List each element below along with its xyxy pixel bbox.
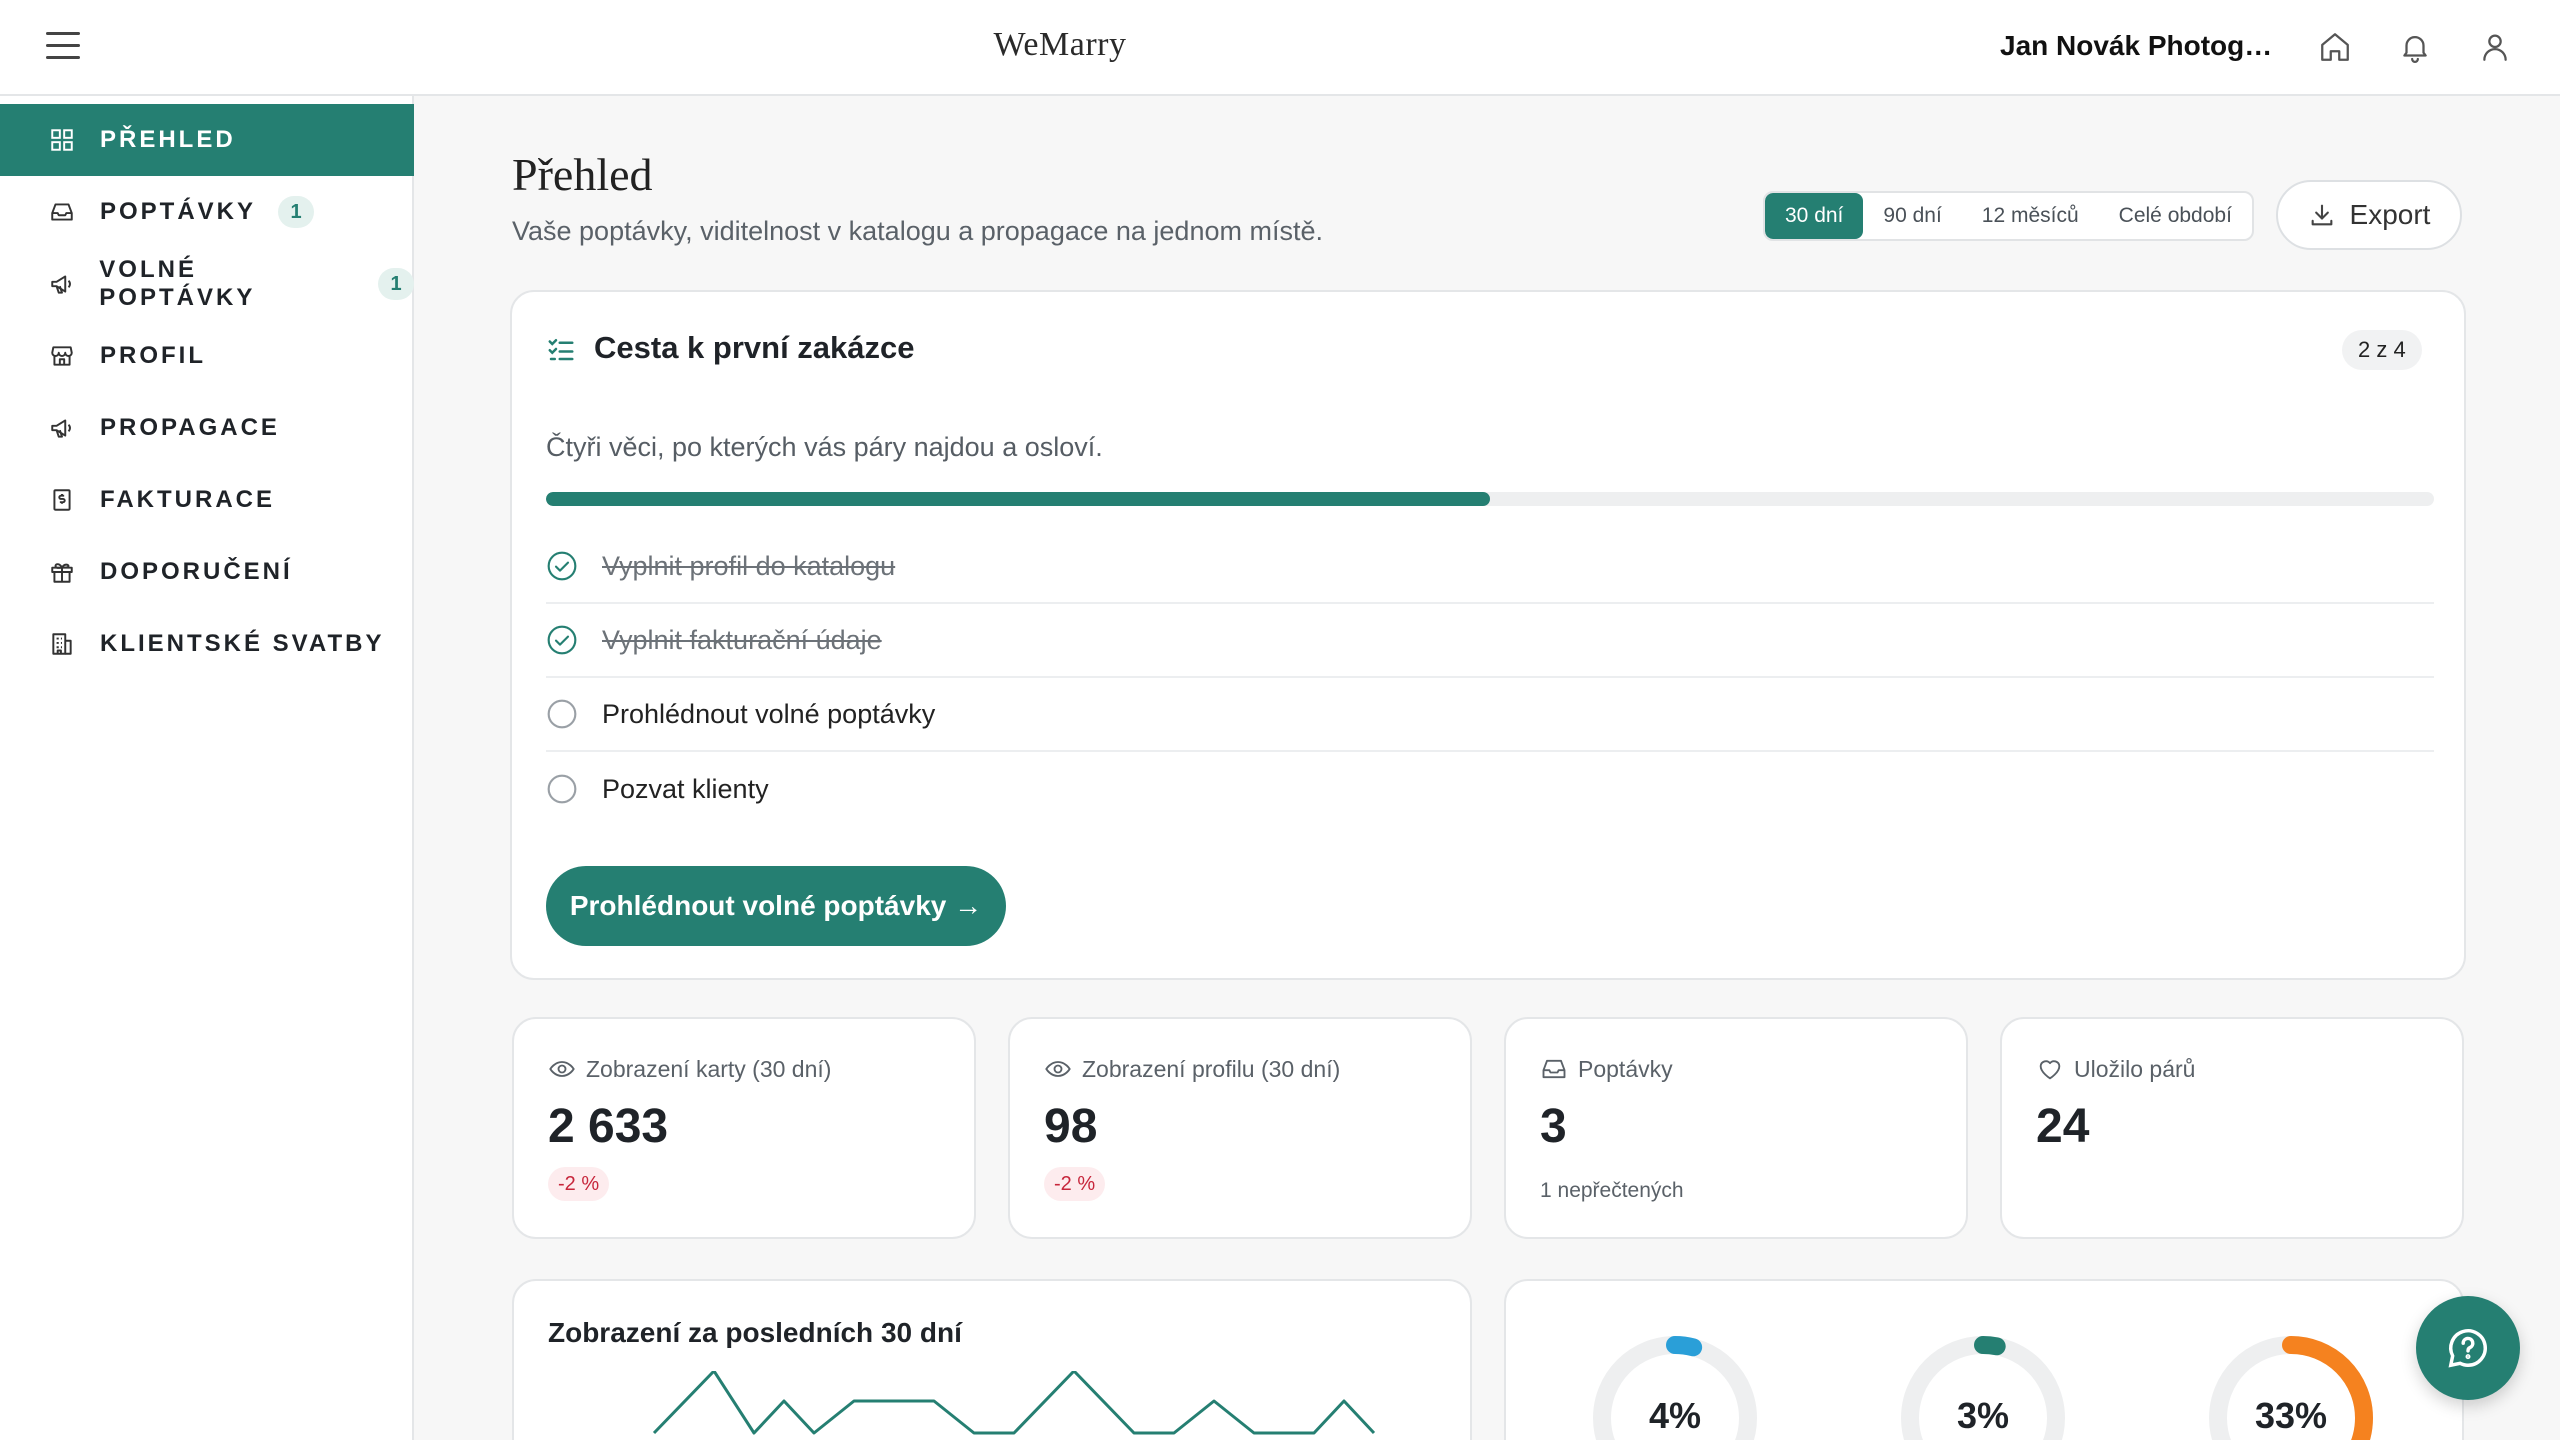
rate-donut: 4% [1590,1333,1760,1440]
stat-card-profile-views: Zobrazení profilu (30 dní) 98 -2 % [1008,1017,1472,1239]
grid-icon [48,126,76,154]
task-label: Vyplnit fakturační údaje [602,624,882,655]
task-label: Pozvat klienty [602,773,769,804]
progress-badge: 2 z 4 [2342,330,2422,370]
sidebar-item-label: VOLNÉ POPTÁVKY [99,256,256,311]
sidebar-item-propagace[interactable]: PROPAGACE [0,392,414,464]
inbox-icon [1542,1059,1566,1079]
sidebar-item-fakturace[interactable]: FAKTURACE [0,464,414,536]
heart-icon [2039,1060,2061,1080]
sidebar-item-label: KLIENTSKÉ SVATBY [100,630,385,657]
home-icon[interactable] [2318,30,2352,64]
progress-fill [546,492,1490,506]
sidebar-item-prehled[interactable]: PŘEHLED [0,104,414,176]
stat-card-card-views: Zobrazení karty (30 dní) 2 633 -2 % [512,1017,976,1239]
download-icon [2311,204,2332,226]
count-badge: 1 [278,196,315,228]
stat-card-requests: Poptávky 3 1 nepřečtených [1504,1017,1968,1239]
stat-value: 98 [1044,1100,1098,1153]
megaphone-icon [48,270,75,298]
rate-donut: 33% [2206,1333,2376,1440]
sidebar-item-profil[interactable]: PROFIL [0,320,414,392]
user-icon[interactable] [2478,30,2512,64]
period-12-months[interactable]: 12 měsíců [1981,204,2079,227]
stat-label: Uložilo párů [2074,1055,2196,1082]
check-circle-icon [547,625,577,655]
help-button[interactable] [2416,1296,2520,1400]
stat-label: Zobrazení profilu (30 dní) [1082,1055,1341,1082]
bell-icon[interactable] [2398,30,2432,64]
page-subtitle: Vaše poptávky, viditelnost v katalogu a … [512,216,1323,246]
stat-value: 3 [1540,1100,1567,1153]
onboarding-card: Cesta k první zakázce 2 z 4 Čtyři věci, … [510,290,2466,980]
period-90-days[interactable]: 90 dní [1883,204,1942,227]
sidebar-item-label: POPTÁVKY [100,198,257,225]
stat-delta-badge: -2 % [548,1167,610,1201]
stat-delta-badge: -2 % [1044,1167,1106,1201]
gift-icon [48,558,76,586]
stat-note: 1 nepřečtených [1540,1179,1684,1202]
rate-value: 3% [1956,1395,2010,1436]
building-icon [48,630,76,658]
views-series-line [652,1371,1376,1435]
period-selector: 30 dní 90 dní 12 měsíců Celé období [1763,191,2254,241]
task-label: Vyplnit profil do katalogu [602,550,896,581]
check-circle-icon [547,551,577,581]
menu-icon[interactable] [46,32,80,62]
onboarding-progress-bar [546,492,2434,506]
brand-logo[interactable]: WeMarry [993,26,1127,63]
task-item[interactable]: Prohlédnout volné poptávky [546,678,2434,752]
sidebar: PŘEHLED POPTÁVKY 1 VOLNÉ POPTÁVKY 1 PROF… [0,96,414,1440]
rate-value: 33% [2254,1395,2328,1436]
page-title: Přehled [512,149,653,200]
stat-value: 2 633 [548,1100,669,1153]
browse-open-requests-button[interactable]: Prohlédnout volné poptávky → [546,866,1006,946]
empty-circle-icon [547,774,577,804]
empty-circle-icon [547,699,577,729]
sidebar-item-label: PROPAGACE [100,414,280,441]
stat-label: Poptávky [1578,1055,1673,1082]
export-button[interactable]: Export [2276,180,2462,250]
onboarding-title: Cesta k první zakázce [594,330,915,365]
views-line-chart [652,1371,1376,1435]
onboarding-description: Čtyři věci, po kterých vás páry najdou a… [546,432,1103,462]
period-30-days[interactable]: 30 dní [1765,193,1864,239]
count-badge: 1 [378,268,414,300]
period-all-time[interactable]: Celé období [2118,204,2232,227]
stat-card-saved-by-couples: Uložilo párů 24 [2000,1017,2464,1239]
stat-value: 24 [2036,1100,2090,1153]
sidebar-item-klientske-svatby[interactable]: KLIENTSKÉ SVATBY [0,608,414,680]
receipt-icon [48,486,76,514]
task-item[interactable]: Vyplnit fakturační údaje [546,604,2434,678]
task-item[interactable]: Vyplnit profil do katalogu [546,530,2434,604]
rate-value: 4% [1648,1395,1702,1436]
sidebar-item-volne-poptavky[interactable]: VOLNÉ POPTÁVKY 1 [0,248,414,320]
sidebar-item-label: PROFIL [100,342,206,369]
chart-title: Zobrazení za posledních 30 dní [548,1317,962,1348]
account-name[interactable]: Jan Novák Photogra... [2000,30,2280,61]
checklist-icon [548,339,574,361]
eye-icon [549,1061,575,1077]
megaphone-icon [48,414,76,442]
sidebar-item-poptavky[interactable]: POPTÁVKY 1 [0,176,414,248]
task-label: Prohlédnout volné poptávky [602,698,936,729]
sidebar-item-label: FAKTURACE [100,486,275,513]
export-label: Export [2349,199,2431,230]
store-icon [48,342,76,370]
stat-label: Zobrazení karty (30 dní) [586,1055,832,1082]
rates-card: 4% 3% 33% [1504,1279,2464,1440]
views-chart-card: Zobrazení za posledních 30 dní [512,1279,1472,1440]
sidebar-item-label: PŘEHLED [100,126,236,153]
task-item[interactable]: Pozvat klienty [546,752,2434,826]
rate-donut: 3% [1898,1333,2068,1440]
help-icon [2448,1329,2487,1368]
top-bar: WeMarry Jan Novák Photogra... [0,0,2560,96]
inbox-icon [48,198,76,226]
eye-icon [1045,1061,1071,1077]
sidebar-item-doporuceni[interactable]: DOPORUČENÍ [0,536,414,608]
sidebar-item-label: DOPORUČENÍ [100,558,293,585]
